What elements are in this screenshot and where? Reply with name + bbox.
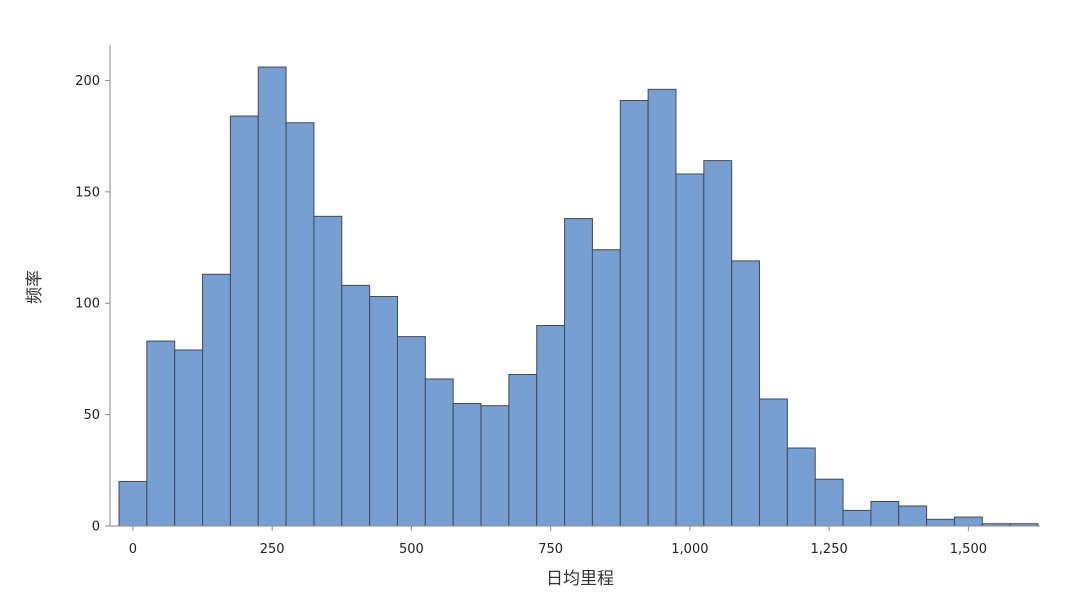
histogram-bar (452, 402, 482, 527)
y-tick-label: 150 (75, 185, 100, 200)
histogram-bar (731, 260, 761, 527)
histogram-bar (480, 405, 510, 527)
x-tick-label: 750 (538, 542, 563, 557)
histogram-bar (396, 336, 426, 527)
x-tick-label: 1,250 (811, 542, 848, 557)
histogram-bar (759, 398, 788, 527)
y-axis-title: 频率 (25, 270, 45, 304)
histogram-bar (647, 88, 677, 527)
histogram-bar (842, 509, 872, 527)
x-tick-label: 250 (260, 542, 285, 557)
histogram-bar (898, 505, 928, 527)
x-tick-label: 1,500 (950, 542, 987, 557)
histogram-bar (508, 374, 538, 527)
histogram-bar (619, 99, 649, 527)
y-axis-ticks: 0 50 100 150 200 (75, 74, 110, 535)
histogram-bar (146, 340, 176, 527)
x-tick-label: 0 (129, 542, 137, 557)
histogram-bar (814, 478, 844, 527)
histogram-bar (257, 66, 287, 527)
histogram-bar (174, 349, 204, 527)
y-tick-label: 50 (83, 408, 100, 423)
y-tick-label: 0 (92, 520, 100, 535)
x-axis-ticks: 0 250 500 750 1,000 1,250 1,500 (129, 526, 987, 557)
histogram-bar (870, 500, 900, 527)
histogram-bar (591, 249, 621, 527)
histogram-bar (424, 378, 454, 527)
histogram-bar (118, 480, 148, 527)
histogram-bar (229, 115, 259, 527)
histogram-bar (786, 447, 816, 527)
histogram-bar (341, 284, 371, 527)
histogram-bar (675, 173, 705, 527)
histogram-bar (202, 273, 231, 527)
y-tick-label: 100 (75, 297, 100, 312)
histogram-bar (926, 518, 955, 527)
y-tick-label: 200 (75, 74, 100, 89)
x-tick-label: 500 (399, 542, 424, 557)
histogram-bar (313, 215, 343, 527)
histogram-bar (564, 218, 593, 527)
x-tick-label: 1,000 (671, 542, 708, 557)
histogram-bar (536, 324, 566, 527)
histogram-bar (285, 122, 315, 527)
histogram-bar (369, 296, 398, 527)
x-axis-title: 日均里程 (546, 569, 614, 589)
histogram-bar (953, 516, 983, 527)
histogram-bar (703, 160, 733, 527)
bars-group (118, 66, 1039, 527)
